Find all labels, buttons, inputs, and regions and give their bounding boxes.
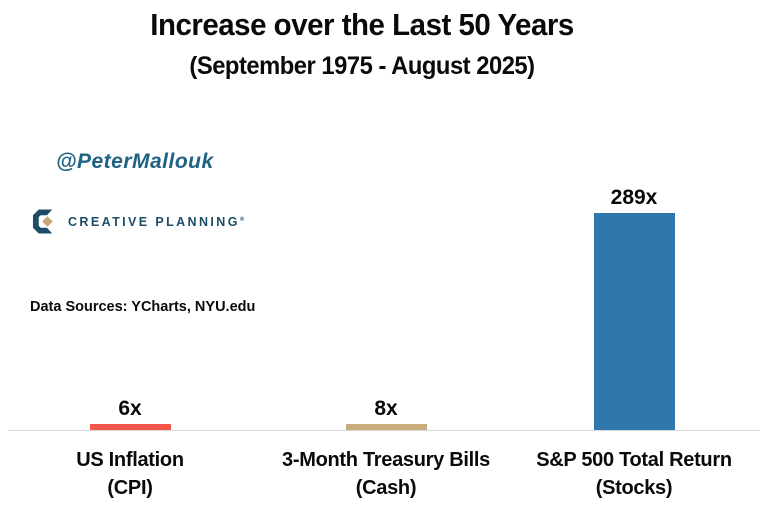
logo-wordmark: CREATIVE PLANNING®	[68, 214, 247, 229]
bar-group-sp500: 289x	[509, 187, 759, 430]
bar-group-us-inflation: 6x	[5, 398, 255, 430]
chart-subtitle: (September 1975 - August 2025)	[189, 52, 535, 80]
data-sources-note: Data Sources: YCharts, NYU.edu	[30, 299, 256, 315]
category-line2: (CPI)	[107, 477, 153, 499]
category-line2: (Cash)	[355, 477, 417, 499]
trademark-symbol: ®	[239, 216, 247, 223]
category-line1: S&P 500 Total Return	[536, 449, 732, 471]
bar-group-treasury-bills: 8x	[261, 398, 511, 430]
category-line2: (Stocks)	[595, 477, 673, 499]
value-label: 8x	[374, 397, 398, 420]
category-line1: US Inflation	[76, 449, 184, 471]
author-handle: @PeterMallouk	[56, 150, 214, 173]
bar-us-inflation	[89, 424, 171, 430]
value-label: 6x	[118, 397, 142, 420]
x-axis-line	[8, 430, 760, 431]
bar-treasury-bills	[345, 424, 427, 430]
value-label: 289x	[610, 186, 658, 209]
category-line1: 3-Month Treasury Bills	[282, 449, 490, 471]
creative-planning-logo: CREATIVE PLANNING®	[32, 208, 247, 235]
bar-sp500	[593, 213, 675, 430]
chart-title: Increase over the Last 50 Years	[150, 7, 574, 42]
category-label-us-inflation: US Inflation (CPI)	[5, 446, 255, 502]
creative-planning-c-icon	[32, 209, 53, 234]
category-label-sp500: S&P 500 Total Return (Stocks)	[509, 446, 759, 502]
category-label-treasury-bills: 3-Month Treasury Bills (Cash)	[261, 446, 511, 502]
